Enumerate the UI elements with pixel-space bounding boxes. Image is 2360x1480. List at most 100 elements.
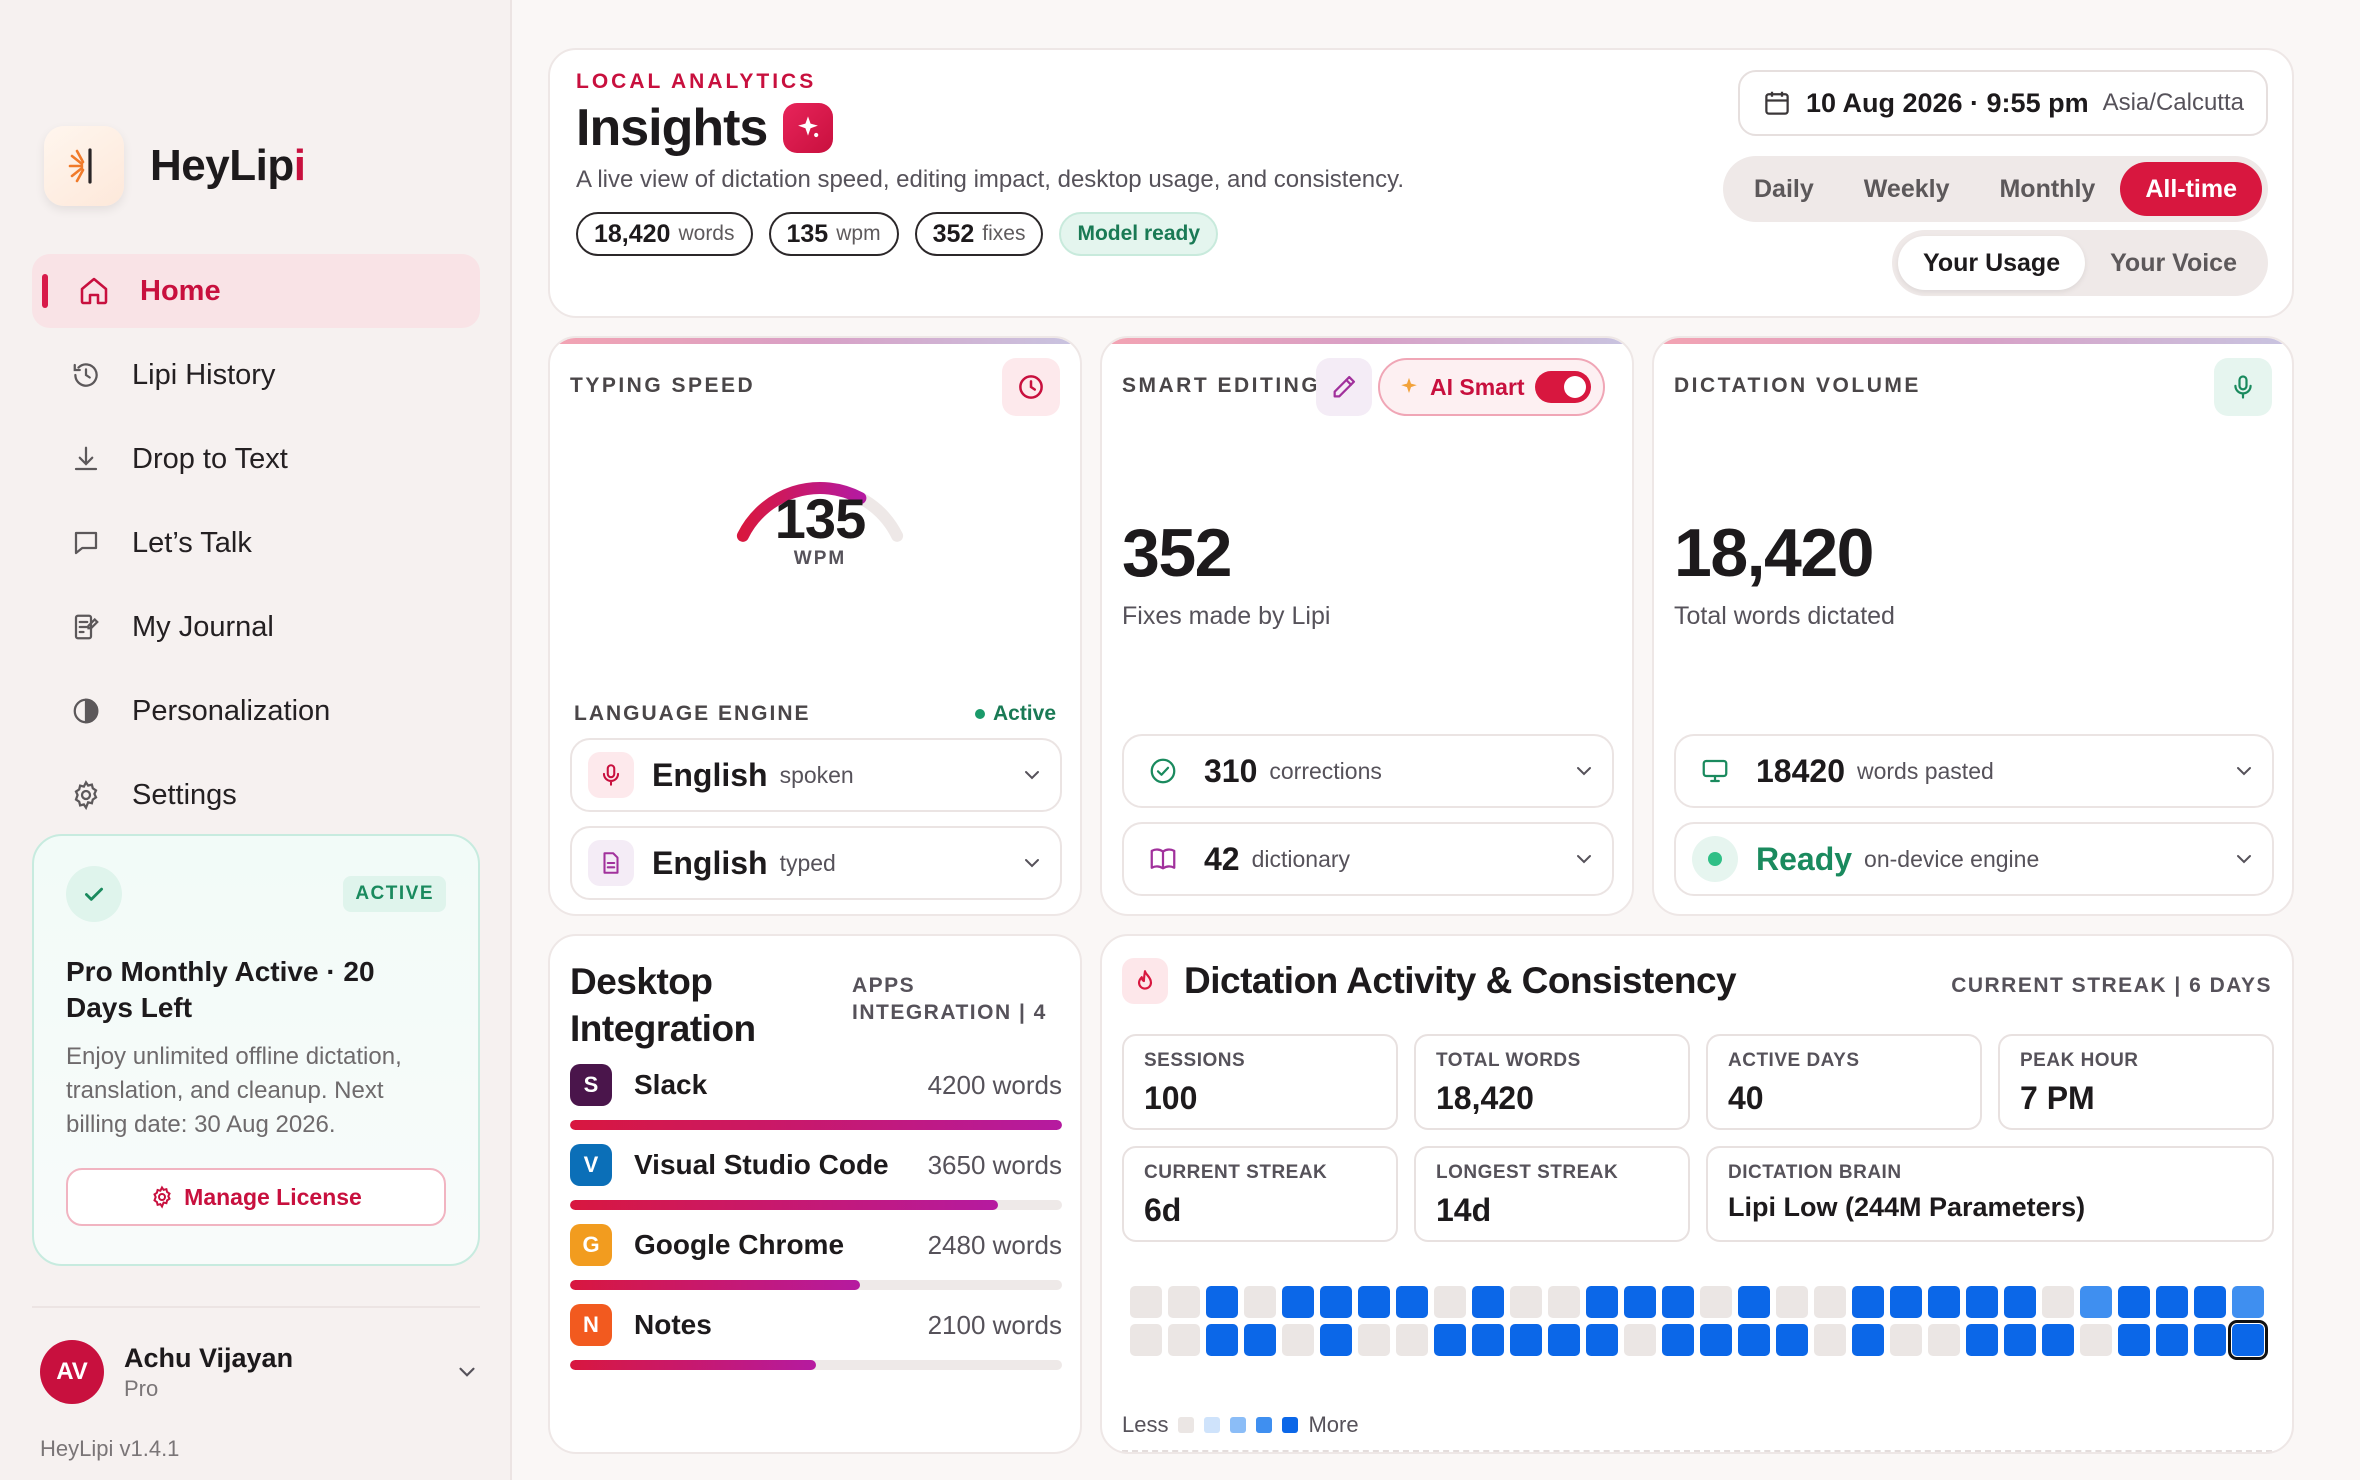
heatmap-cell[interactable]: [1396, 1286, 1428, 1318]
heatmap-cell[interactable]: [1244, 1324, 1276, 1356]
heatmap-cell[interactable]: [2042, 1324, 2074, 1356]
heatmap-cell[interactable]: [1548, 1324, 1580, 1356]
sidebar-item-lets-talk[interactable]: Let’s Talk: [32, 506, 480, 580]
heatmap-cell[interactable]: [1624, 1324, 1656, 1356]
sidebar-item-home[interactable]: Home: [32, 254, 480, 328]
pencil-icon[interactable]: [1316, 358, 1372, 416]
heatmap-cell[interactable]: [1852, 1286, 1884, 1318]
heatmap-cell[interactable]: [1700, 1286, 1732, 1318]
chat-icon: [68, 525, 104, 561]
ai-smart-switch[interactable]: [1534, 371, 1591, 403]
heatmap-cell[interactable]: [1434, 1286, 1466, 1318]
heatmap-cell[interactable]: [1928, 1324, 1960, 1356]
app-word-count: 3650 words: [927, 1149, 1062, 1180]
heatmap-cell[interactable]: [1358, 1286, 1390, 1318]
status-dot-icon: [1692, 836, 1738, 882]
tab-your-voice[interactable]: Your Voice: [2110, 248, 2237, 277]
heatmap-cell[interactable]: [2194, 1324, 2226, 1356]
heatmap-cell[interactable]: [1662, 1286, 1694, 1318]
heatmap-cell[interactable]: [1966, 1286, 1998, 1318]
heatmap-cell[interactable]: [1586, 1324, 1618, 1356]
heatmap-cell[interactable]: [2194, 1286, 2226, 1318]
sidebar-item-personalization[interactable]: Personalization: [32, 674, 480, 748]
heatmap-cell[interactable]: [1624, 1286, 1656, 1318]
app-row[interactable]: G Google Chrome 2480 words: [570, 1224, 1062, 1290]
words-chip: 18,420 words: [576, 212, 753, 256]
heatmap-cell[interactable]: [1168, 1324, 1200, 1356]
ai-smart-toggle[interactable]: AI Smart: [1378, 358, 1605, 416]
heatmap-cell[interactable]: [1396, 1324, 1428, 1356]
brand[interactable]: HeyLipi: [44, 126, 306, 206]
tab-monthly[interactable]: Monthly: [1999, 174, 2096, 203]
tab-daily[interactable]: Daily: [1754, 174, 1814, 203]
heatmap-cell[interactable]: [1890, 1286, 1922, 1318]
sidebar-item-lipi-history[interactable]: Lipi History: [32, 338, 480, 412]
heatmap-cell[interactable]: [1282, 1324, 1314, 1356]
heatmap-cell[interactable]: [1776, 1324, 1808, 1356]
corrections-row[interactable]: 310 corrections: [1122, 734, 1614, 808]
heatmap-cell[interactable]: [1814, 1324, 1846, 1356]
microphone-icon[interactable]: [2214, 358, 2272, 416]
heatmap-cell[interactable]: [1206, 1324, 1238, 1356]
app-row[interactable]: N Notes 2100 words: [570, 1304, 1062, 1370]
heatmap-cell[interactable]: [2118, 1324, 2150, 1356]
tab-weekly[interactable]: Weekly: [1863, 174, 1950, 203]
heatmap-cell[interactable]: [2156, 1324, 2188, 1356]
sidebar-item-settings[interactable]: Settings: [32, 758, 480, 832]
app-row[interactable]: V Visual Studio Code 3650 words: [570, 1144, 1062, 1210]
heatmap-cell[interactable]: [1320, 1286, 1352, 1318]
heatmap-cell[interactable]: [1700, 1324, 1732, 1356]
manage-license-button[interactable]: Manage License: [66, 1168, 446, 1226]
heatmap-cell[interactable]: [2228, 1320, 2268, 1360]
tab-your-usage[interactable]: Your Usage: [1898, 236, 2086, 290]
heatmap-cell[interactable]: [1928, 1286, 1960, 1318]
heatmap-cell[interactable]: [2004, 1324, 2036, 1356]
heatmap-cell[interactable]: [1814, 1286, 1846, 1318]
dictionary-row[interactable]: 42 dictionary: [1122, 822, 1614, 896]
heatmap-cell[interactable]: [1738, 1324, 1770, 1356]
app-row[interactable]: S Slack 4200 words: [570, 1064, 1062, 1130]
heatmap-cell[interactable]: [2080, 1324, 2112, 1356]
metric-total-words: TOTAL WORDS 18,420: [1414, 1034, 1690, 1130]
clock-icon[interactable]: [1002, 358, 1060, 416]
heatmap-cell[interactable]: [1966, 1324, 1998, 1356]
heatmap-cell[interactable]: [1168, 1286, 1200, 1318]
typed-language-select[interactable]: English typed: [570, 826, 1062, 900]
heatmap-cell[interactable]: [1586, 1286, 1618, 1318]
date-display[interactable]: 10 Aug 2026 · 9:55 pm Asia/Calcutta: [1737, 70, 2268, 136]
heatmap-cell[interactable]: [1130, 1324, 1162, 1356]
heatmap-cell[interactable]: [1472, 1324, 1504, 1356]
heatmap-cell[interactable]: [1282, 1286, 1314, 1318]
heatmap-cell[interactable]: [2042, 1286, 2074, 1318]
heatmap-cell[interactable]: [1358, 1324, 1390, 1356]
heatmap-cell[interactable]: [2156, 1286, 2188, 1318]
heatmap-cell[interactable]: [1890, 1324, 1922, 1356]
user-profile[interactable]: AV Achu Vijayan Pro: [40, 1340, 480, 1404]
heatmap-cell[interactable]: [2118, 1286, 2150, 1318]
heatmap-cell[interactable]: [1548, 1286, 1580, 1318]
heatmap-cell[interactable]: [1510, 1286, 1542, 1318]
words-pasted-row[interactable]: 18420 words pasted: [1674, 734, 2274, 808]
sidebar-item-my-journal[interactable]: My Journal: [32, 590, 480, 664]
spoken-language-select[interactable]: English spoken: [570, 738, 1062, 812]
chevron-down-icon[interactable]: [454, 1359, 480, 1385]
heatmap-cell[interactable]: [1776, 1286, 1808, 1318]
heatmap-cell[interactable]: [1852, 1324, 1884, 1356]
heatmap-cell[interactable]: [1472, 1286, 1504, 1318]
heatmap-cell[interactable]: [1510, 1324, 1542, 1356]
heatmap-cell[interactable]: [1244, 1286, 1276, 1318]
heatmap-cell[interactable]: [1320, 1324, 1352, 1356]
heatmap-cell[interactable]: [2004, 1286, 2036, 1318]
heatmap-cell[interactable]: [1434, 1324, 1466, 1356]
engine-ready-row[interactable]: Ready on-device engine: [1674, 822, 2274, 896]
sidebar-item-drop-to-text[interactable]: Drop to Text: [32, 422, 480, 496]
heatmap-cell[interactable]: [1662, 1324, 1694, 1356]
sidebar-divider: [32, 1306, 480, 1308]
metric-peak-hour: PEAK HOUR 7 PM: [1998, 1034, 2274, 1130]
heatmap-cell[interactable]: [1130, 1286, 1162, 1318]
tab-all-time[interactable]: All-time: [2120, 162, 2262, 216]
heatmap-cell[interactable]: [2080, 1286, 2112, 1318]
heatmap-cell[interactable]: [1738, 1286, 1770, 1318]
heatmap-cell[interactable]: [2232, 1286, 2264, 1318]
heatmap-cell[interactable]: [1206, 1286, 1238, 1318]
